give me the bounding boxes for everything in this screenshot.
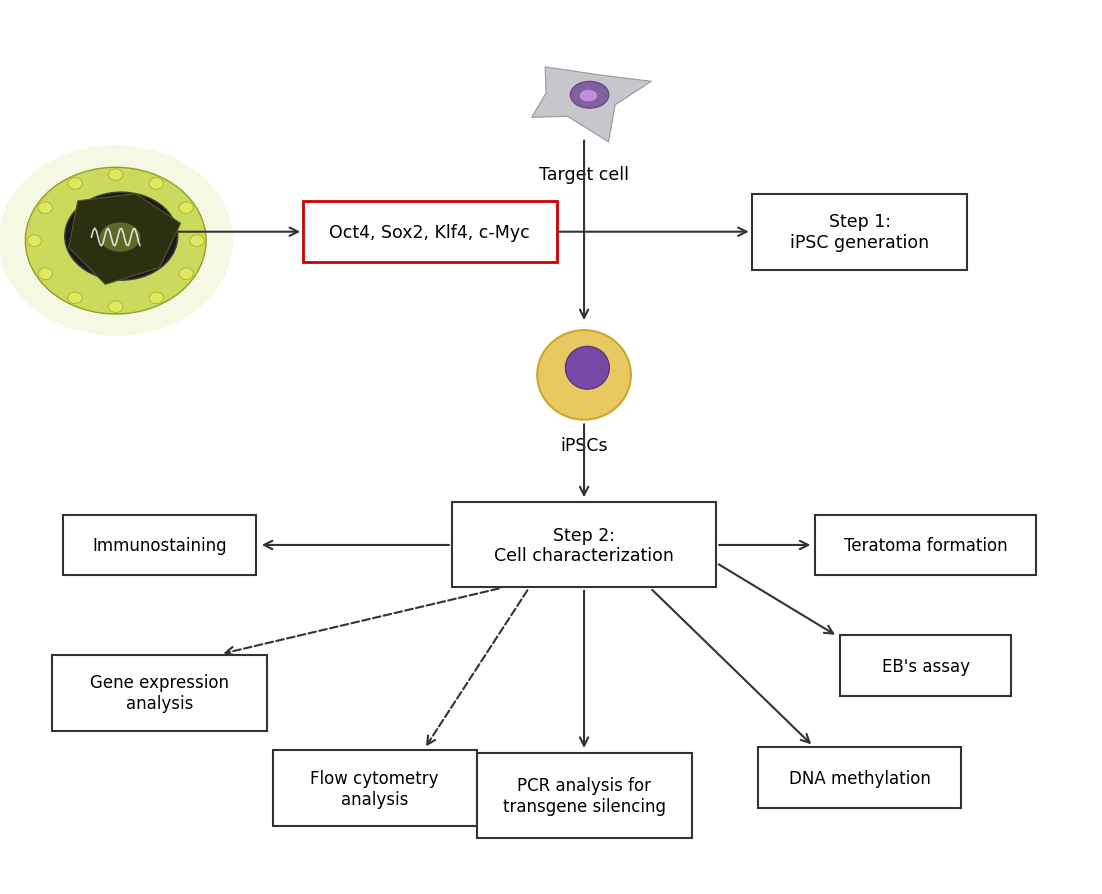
Ellipse shape xyxy=(580,91,597,102)
Text: Teratoma formation: Teratoma formation xyxy=(844,536,1007,554)
Text: Step 1:
iPSC generation: Step 1: iPSC generation xyxy=(790,213,929,252)
FancyBboxPatch shape xyxy=(752,195,968,270)
FancyBboxPatch shape xyxy=(815,515,1036,576)
Ellipse shape xyxy=(149,179,163,190)
Ellipse shape xyxy=(100,224,140,252)
FancyBboxPatch shape xyxy=(840,636,1012,696)
Text: EB's assay: EB's assay xyxy=(882,657,970,675)
Ellipse shape xyxy=(571,82,608,109)
Ellipse shape xyxy=(108,301,122,313)
Text: iPSCs: iPSCs xyxy=(560,436,608,454)
Text: Gene expression
analysis: Gene expression analysis xyxy=(90,673,229,713)
FancyBboxPatch shape xyxy=(273,751,476,826)
Text: DNA methylation: DNA methylation xyxy=(789,769,930,787)
FancyBboxPatch shape xyxy=(452,502,716,588)
Text: Immunostaining: Immunostaining xyxy=(93,536,227,554)
FancyBboxPatch shape xyxy=(63,515,256,576)
Text: PCR analysis for
transgene silencing: PCR analysis for transgene silencing xyxy=(503,776,666,815)
Ellipse shape xyxy=(149,292,163,304)
Ellipse shape xyxy=(28,235,42,247)
FancyBboxPatch shape xyxy=(758,747,961,808)
Ellipse shape xyxy=(68,179,83,190)
Ellipse shape xyxy=(0,146,234,337)
Ellipse shape xyxy=(39,268,53,280)
Polygon shape xyxy=(531,68,651,143)
Polygon shape xyxy=(68,194,181,285)
Text: Target cell: Target cell xyxy=(539,165,629,183)
FancyBboxPatch shape xyxy=(52,654,267,731)
FancyBboxPatch shape xyxy=(476,753,692,839)
Ellipse shape xyxy=(39,203,53,215)
Ellipse shape xyxy=(537,331,630,420)
FancyBboxPatch shape xyxy=(303,202,557,263)
Ellipse shape xyxy=(108,170,122,181)
Ellipse shape xyxy=(179,268,193,280)
Text: Flow cytometry
analysis: Flow cytometry analysis xyxy=(311,769,439,808)
Text: Step 2:
Cell characterization: Step 2: Cell characterization xyxy=(494,526,674,565)
Ellipse shape xyxy=(68,292,83,304)
Ellipse shape xyxy=(65,193,177,281)
Text: Oct4, Sox2, Klf4, c-Myc: Oct4, Sox2, Klf4, c-Myc xyxy=(329,224,530,241)
Ellipse shape xyxy=(190,235,204,247)
Ellipse shape xyxy=(179,203,193,215)
Ellipse shape xyxy=(565,347,609,390)
Ellipse shape xyxy=(25,168,206,315)
